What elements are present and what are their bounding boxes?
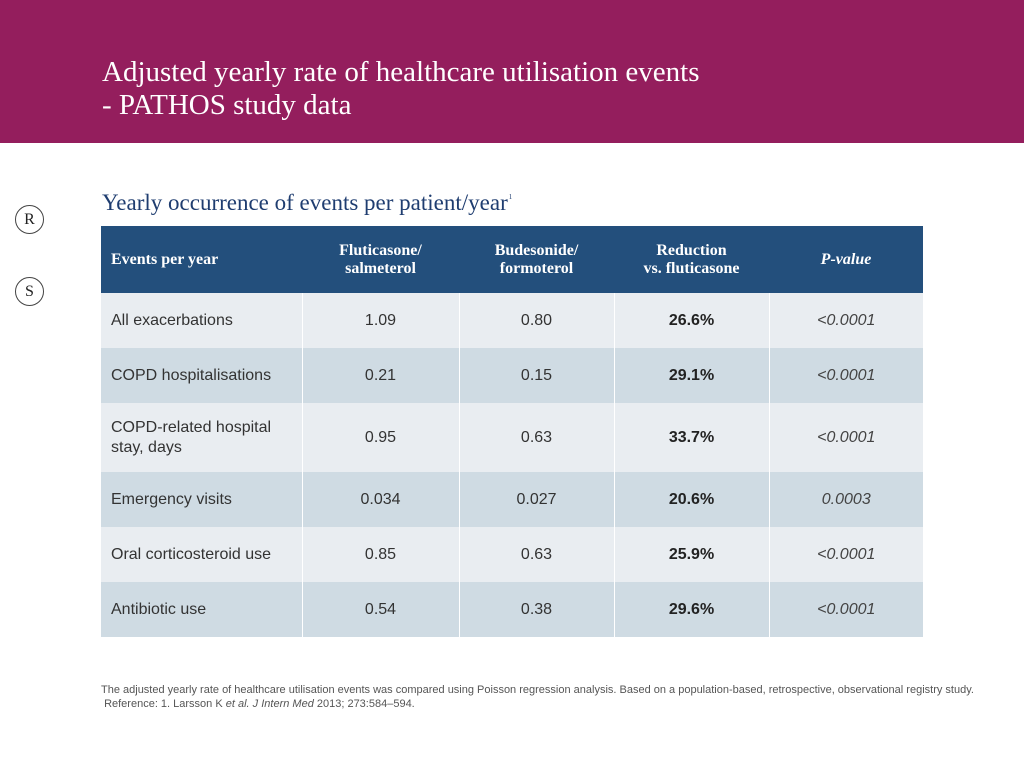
reduction-value: 29.6% <box>613 582 769 637</box>
budesonide-value: 0.38 <box>458 582 614 637</box>
header-fluticasone-salmeterol: Fluticasone/salmeterol <box>302 226 459 293</box>
event-cell: Emergency visits <box>101 472 302 527</box>
budesonide-value: 0.80 <box>458 293 614 348</box>
reduction-value: 26.6% <box>613 293 769 348</box>
page-title-line-1: Adjusted yearly rate of healthcare utili… <box>102 56 700 88</box>
p-value: <0.0001 <box>768 293 923 348</box>
header-red-line-1: Reduction <box>656 241 727 259</box>
reference-rest: 2013; 273:584–594. <box>313 698 415 710</box>
p-value: <0.0001 <box>768 527 923 582</box>
event-cell: Antibiotic use <box>101 582 302 637</box>
reduction-value: 29.1% <box>613 348 769 403</box>
reference-prefix: Reference: 1. Larsson K <box>104 698 226 710</box>
header-flu-line-1: Fluticasone/ <box>339 241 422 259</box>
fluticasone-value: 1.09 <box>301 293 459 348</box>
event-cell: Oral corticosteroid use <box>101 527 302 582</box>
table-row: Emergency visits 0.034 0.027 20.6% 0.000… <box>101 472 923 527</box>
header-banner: Adjusted yearly rate of healthcare utili… <box>0 0 1024 143</box>
reference-etal: et al. <box>225 698 250 710</box>
reduction-value: 20.6% <box>613 472 769 527</box>
event-cell: COPD hospitalisations <box>101 348 302 403</box>
r-nav-button[interactable]: R <box>15 205 44 234</box>
reduction-value: 33.7% <box>613 403 769 472</box>
header-bud-line-1: Budesonide/ <box>494 241 579 259</box>
header-p-value: P-value <box>769 226 923 293</box>
reference-journal: J Intern Med <box>252 698 314 710</box>
events-table: Events per year Fluticasone/salmeterol B… <box>101 226 923 637</box>
header-flu-line-2: salmeterol <box>345 259 416 277</box>
header-red-line-2: vs. fluticasone <box>643 259 740 277</box>
event-cell: All exacerbations <box>101 293 302 348</box>
page-title: Adjusted yearly rate of healthcare utili… <box>102 56 700 122</box>
budesonide-value: 0.63 <box>458 527 614 582</box>
s-nav-button[interactable]: S <box>15 277 44 306</box>
p-value: <0.0001 <box>768 348 923 403</box>
p-value: 0.0003 <box>768 472 923 527</box>
fluticasone-value: 0.95 <box>301 403 459 472</box>
footnote: The adjusted yearly rate of healthcare u… <box>101 683 974 711</box>
p-value: <0.0001 <box>768 582 923 637</box>
reduction-value: 25.9% <box>613 527 769 582</box>
subtitle-text: Yearly occurrence of events per patient/… <box>102 190 508 215</box>
table-row: COPD-related hospital stay, days 0.95 0.… <box>101 403 923 472</box>
fluticasone-value: 0.85 <box>301 527 459 582</box>
header-reduction: Reduction vs. fluticasone <box>614 226 769 293</box>
reference-line: Reference: 1. Larsson K et al. J Intern … <box>101 697 941 711</box>
budesonide-value: 0.027 <box>458 472 614 527</box>
reference-superscript: 1 <box>508 193 513 201</box>
p-value: <0.0001 <box>768 403 923 472</box>
fluticasone-value: 0.034 <box>301 472 459 527</box>
header-events-per-year: Events per year <box>101 226 302 293</box>
table-row: All exacerbations 1.09 0.80 26.6% <0.000… <box>101 293 923 348</box>
fluticasone-value: 0.54 <box>301 582 459 637</box>
footnote-text: The adjusted yearly rate of healthcare u… <box>101 684 974 696</box>
fluticasone-value: 0.21 <box>301 348 459 403</box>
table-row: COPD hospitalisations 0.21 0.15 29.1% <0… <box>101 348 923 403</box>
table-row: Antibiotic use 0.54 0.38 29.6% <0.0001 <box>101 582 923 637</box>
table-subtitle: Yearly occurrence of events per patient/… <box>102 183 512 217</box>
header-bud-line-2: formoterol <box>499 259 574 277</box>
header-budesonide-formoterol: Budesonide/formoterol <box>459 226 614 293</box>
event-cell: COPD-related hospital stay, days <box>101 403 302 472</box>
table-header-row: Events per year Fluticasone/salmeterol B… <box>101 226 923 293</box>
budesonide-value: 0.15 <box>458 348 614 403</box>
page-title-line-2: - PATHOS study data <box>102 89 352 121</box>
budesonide-value: 0.63 <box>458 403 614 472</box>
table-row: Oral corticosteroid use 0.85 0.63 25.9% … <box>101 527 923 582</box>
